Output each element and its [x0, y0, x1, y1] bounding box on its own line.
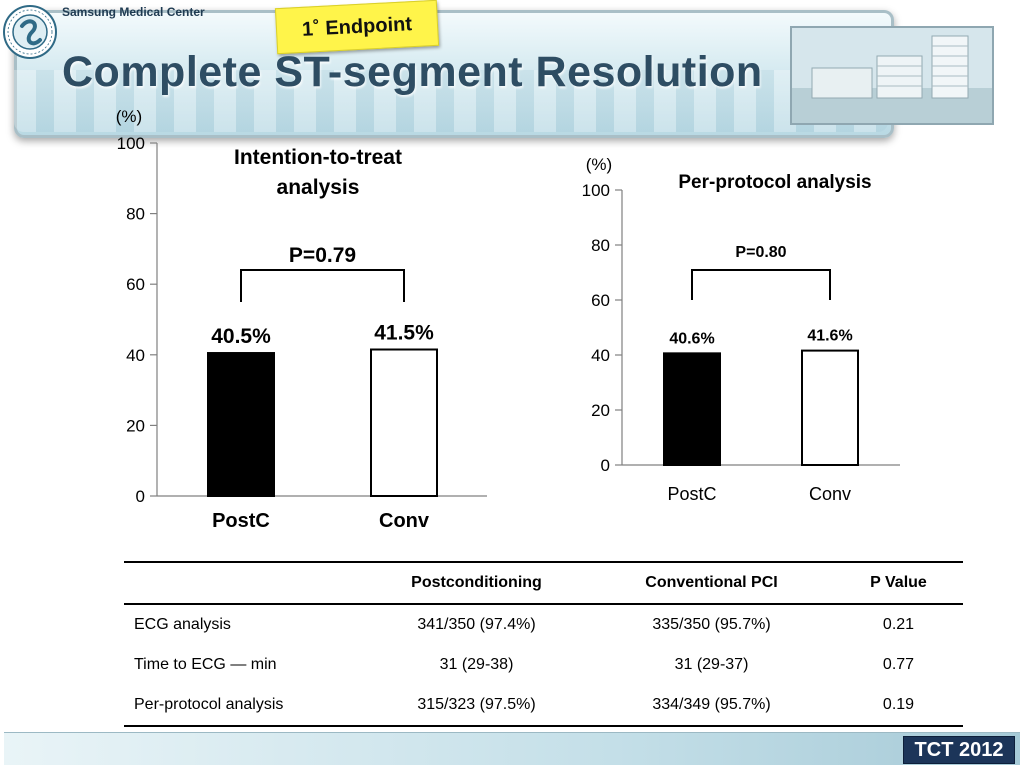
page-title: Complete ST-segment Resolution	[62, 48, 763, 96]
chart-title: Intention-to-treat	[234, 146, 402, 169]
bar-conv	[370, 348, 438, 497]
table-row: ECG analysis 341/350 (97.4%) 335/350 (95…	[124, 604, 963, 645]
bar-value-label: 40.6%	[669, 330, 714, 347]
x-category-label: PostC	[667, 484, 716, 504]
table-cell: 341/350 (97.4%)	[417, 616, 536, 633]
y-tick-label: 80	[126, 205, 145, 224]
charts-area: 0 20 40 60 80 100 (%) Intention-to-treat analysi…	[116, 107, 900, 532]
y-tick-label: 60	[591, 291, 610, 310]
x-category-label: Conv	[809, 484, 851, 504]
table-row: Time to ECG — min 31 (29-38) 31 (29-37) …	[124, 645, 963, 685]
x-category-label: Conv	[379, 510, 430, 532]
y-axis-unit-label: (%)	[586, 155, 612, 174]
chart-title: Per-protocol analysis	[678, 172, 871, 193]
hospital-building-photo	[790, 26, 994, 125]
bar-value-label: 41.6%	[807, 328, 852, 345]
chart-title: analysis	[277, 176, 360, 199]
y-tick-label: 20	[591, 401, 610, 420]
hospital-seal-icon	[3, 5, 57, 59]
y-tick-label: 100	[117, 134, 145, 153]
significance-bracket	[691, 269, 831, 300]
table-cell: ECG analysis	[134, 616, 231, 633]
y-tick-label: 80	[591, 236, 610, 255]
y-tick-label: 0	[601, 456, 610, 475]
table-cell: 31 (29-38)	[439, 656, 514, 673]
significance-bracket	[240, 269, 405, 302]
table-cell: 31 (29-37)	[674, 656, 749, 673]
bar-value-label: 40.5%	[211, 325, 271, 348]
table-cell: Per-protocol analysis	[134, 696, 284, 713]
y-tick-label: 20	[126, 416, 145, 435]
table-cell: 334/349 (95.7%)	[652, 696, 771, 713]
y-tick-label: 100	[582, 181, 610, 200]
org-name: Samsung Medical Center	[62, 5, 205, 19]
table-header-cell: Conventional PCI	[645, 574, 778, 591]
y-tick-label: 40	[591, 346, 610, 365]
bar-postc	[663, 352, 721, 467]
p-value-label: P=0.79	[289, 244, 356, 267]
table-header-cell: P Value	[870, 574, 927, 591]
p-value-label: P=0.80	[735, 244, 786, 261]
y-axis-unit-label: (%)	[116, 107, 142, 126]
table-header-row: Postconditioning Conventional PCI P Valu…	[124, 562, 963, 604]
bar-value-label: 41.5%	[374, 322, 434, 345]
table-header-cell	[124, 562, 364, 604]
table-row: Per-protocol analysis 315/323 (97.5%) 33…	[124, 685, 963, 726]
footer-bar	[4, 732, 1020, 765]
results-table: Postconditioning Conventional PCI P Valu…	[124, 561, 963, 727]
table-cell: 0.21	[882, 616, 915, 633]
x-category-label: PostC	[212, 510, 270, 532]
y-tick-label: 60	[126, 275, 145, 294]
table-cell: 335/350 (95.7%)	[652, 616, 771, 633]
table-header-cell: Postconditioning	[411, 574, 542, 591]
table-cell: Time to ECG — min	[134, 656, 277, 673]
header-banner	[14, 10, 894, 138]
table-cell: 0.19	[882, 696, 915, 713]
y-tick-label: 40	[126, 346, 145, 365]
conference-badge: TCT 2012	[903, 736, 1015, 764]
table-cell: 315/323 (97.5%)	[417, 696, 536, 713]
y-tick-label: 0	[136, 487, 145, 506]
bar-postc	[207, 352, 275, 497]
bar-conv	[801, 349, 859, 467]
table-cell: 0.77	[882, 656, 915, 673]
